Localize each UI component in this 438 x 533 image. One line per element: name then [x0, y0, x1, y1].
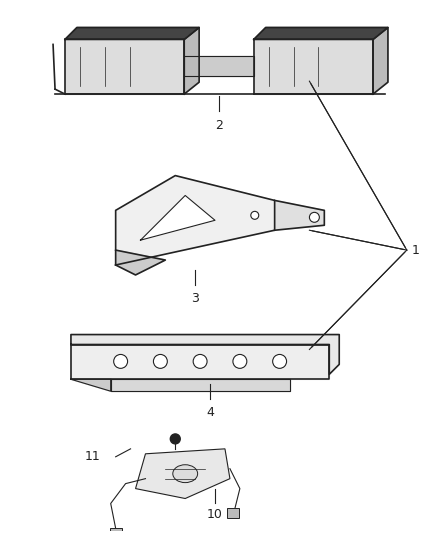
Polygon shape — [275, 200, 324, 230]
Polygon shape — [116, 175, 275, 265]
Text: 4: 4 — [206, 406, 214, 419]
Circle shape — [273, 354, 286, 368]
Circle shape — [153, 354, 167, 368]
Circle shape — [170, 434, 180, 444]
Polygon shape — [65, 39, 184, 94]
Text: 2: 2 — [215, 119, 223, 132]
Text: 11: 11 — [85, 450, 101, 463]
Polygon shape — [254, 28, 388, 39]
Polygon shape — [184, 28, 199, 94]
Polygon shape — [141, 196, 215, 240]
Circle shape — [193, 354, 207, 368]
Circle shape — [309, 212, 319, 222]
Polygon shape — [254, 39, 373, 94]
Polygon shape — [184, 56, 254, 76]
Polygon shape — [65, 28, 199, 39]
Ellipse shape — [173, 465, 198, 482]
Polygon shape — [71, 379, 111, 391]
Polygon shape — [135, 449, 230, 498]
Polygon shape — [71, 344, 329, 379]
Circle shape — [251, 212, 259, 219]
Polygon shape — [111, 379, 290, 391]
Polygon shape — [71, 335, 339, 374]
Text: 3: 3 — [191, 292, 199, 305]
Text: 1: 1 — [412, 244, 420, 256]
Polygon shape — [116, 250, 165, 275]
Polygon shape — [373, 28, 388, 94]
Text: 10: 10 — [207, 508, 223, 521]
Bar — [227, 508, 239, 519]
Bar — [110, 528, 122, 533]
Circle shape — [233, 354, 247, 368]
Circle shape — [114, 354, 127, 368]
